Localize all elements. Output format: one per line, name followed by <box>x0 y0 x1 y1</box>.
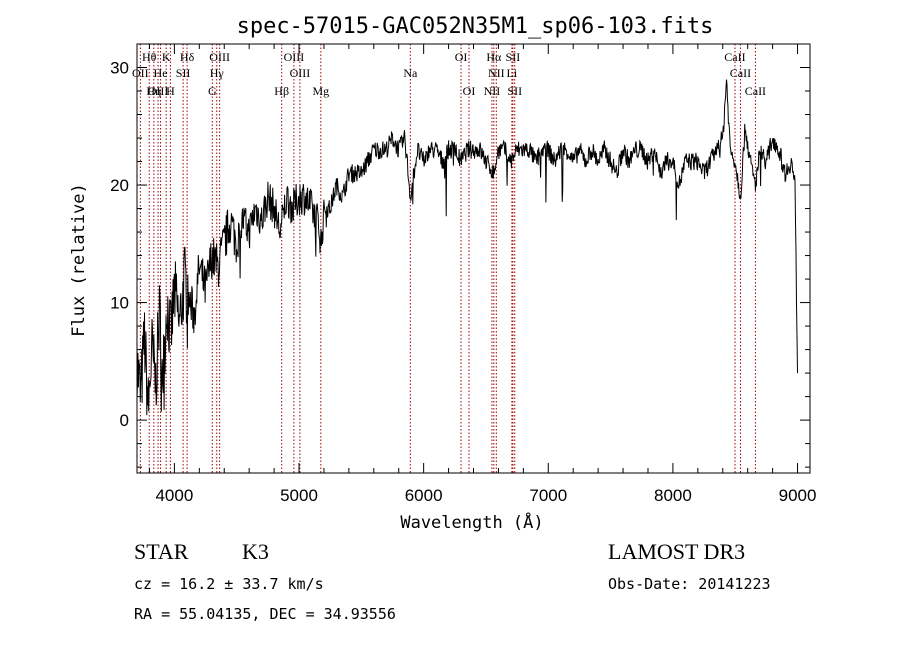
y-axis-ticks: 0 10 20 30 <box>110 43 810 468</box>
line-label-25: CaII <box>724 50 745 64</box>
line-label-12: Hβ <box>274 84 289 98</box>
line-label-13: OIII <box>284 50 305 64</box>
spectrum-line <box>136 79 798 416</box>
line-label-1: OII <box>132 66 149 80</box>
object-subclass: K3 <box>242 539 269 564</box>
line-label-14: OIII <box>290 66 311 80</box>
line-label-0: Hθ <box>142 50 157 64</box>
y-tick-label-3: 30 <box>110 59 129 78</box>
ra-dec-coordinates: RA = 55.04135, DEC = 34.93556 <box>134 605 396 623</box>
line-label-21: NII <box>484 84 501 98</box>
observation-date: Obs-Date: 20141223 <box>608 575 771 593</box>
line-label-27: CaII <box>745 84 766 98</box>
line-label-26: CaII <box>730 66 751 80</box>
line-label-24: SII <box>507 84 522 98</box>
line-label-11: G <box>208 84 217 98</box>
plot-frame <box>136 43 811 474</box>
x-tick-label-4: 8000 <box>654 486 692 505</box>
x-tick-label-0: 4000 <box>155 486 193 505</box>
spectral-line-markers <box>139 44 756 473</box>
line-label-15: Mg <box>312 84 329 98</box>
x-axis-ticks: 4000 5000 6000 7000 8000 9000 <box>148 44 817 505</box>
line-label-23: Li <box>507 66 518 80</box>
y-axis-label: Flux (relative) <box>69 183 89 337</box>
x-tick-label-2: 6000 <box>405 486 443 505</box>
object-type: STAR <box>134 539 189 564</box>
chart-title: spec-57015-GAC052N35M1_sp06-103.fits <box>237 14 714 39</box>
line-label-10: Hγ <box>210 66 225 80</box>
line-label-20: NII <box>488 66 505 80</box>
line-label-2: OIII <box>148 84 169 98</box>
x-tick-label-1: 5000 <box>280 486 318 505</box>
line-label-5: K <box>162 50 171 64</box>
line-label-16: Na <box>403 66 418 80</box>
line-label-22: SII <box>506 50 521 64</box>
line-label-9: OIII <box>209 50 230 64</box>
line-label-8: Hδ <box>180 50 195 64</box>
survey-name: LAMOST DR3 <box>608 539 745 564</box>
x-tick-label-3: 7000 <box>529 486 567 505</box>
y-tick-label-0: 0 <box>120 411 129 430</box>
line-label-17: OI <box>455 50 468 64</box>
line-label-6: H <box>166 84 175 98</box>
line-label-19: Hα <box>486 50 502 64</box>
x-axis-label: Wavelength (Å) <box>400 511 543 533</box>
line-label-4: He <box>154 66 168 80</box>
redshift-cz: cz = 16.2 ± 33.7 km/s <box>134 575 324 593</box>
line-label-7: SII <box>176 66 191 80</box>
line-label-18: OI <box>463 84 476 98</box>
y-tick-label-2: 20 <box>110 176 129 195</box>
y-tick-label-1: 10 <box>110 294 129 313</box>
line-label-3: Hη <box>146 84 161 98</box>
x-tick-label-5: 9000 <box>779 486 817 505</box>
